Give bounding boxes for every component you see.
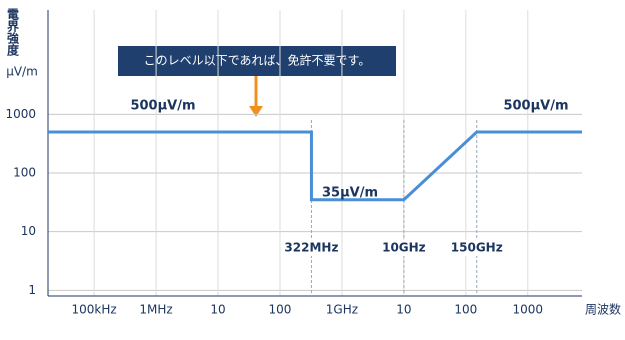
x-tick-label: 10 bbox=[210, 303, 225, 317]
x-tick-label: 100kHz bbox=[72, 303, 117, 317]
x-axis-label: 周波数 bbox=[585, 302, 621, 317]
marker-label: 322MHz bbox=[284, 241, 338, 255]
x-tick-label: 100 bbox=[269, 303, 292, 317]
y-tick-label: 100 bbox=[13, 165, 36, 179]
level-label: 35μV/m bbox=[322, 186, 378, 201]
y-tick-label: 10 bbox=[21, 224, 36, 238]
x-tick-label: 100 bbox=[454, 303, 477, 317]
y-axis-label: 電界強度 bbox=[6, 8, 20, 57]
x-tick-label: 10 bbox=[396, 303, 411, 317]
marker-label: 150GHz bbox=[451, 241, 503, 255]
callout-text: このレベル以下であれば、免許不要です。 bbox=[144, 53, 371, 68]
marker-label-bg bbox=[283, 240, 340, 256]
y-tick-label: 1000 bbox=[5, 107, 36, 121]
level-label: 500μV/m bbox=[503, 99, 568, 114]
x-tick-label: 1GHz bbox=[326, 303, 358, 317]
y-axis-unit: μV/m bbox=[6, 65, 38, 79]
callout-arrow-head bbox=[249, 106, 263, 117]
marker-label: 10GHz bbox=[382, 241, 426, 255]
level-label: 500μV/m bbox=[130, 99, 195, 114]
marker-label-bg bbox=[448, 240, 505, 256]
y-tick-label: 1 bbox=[28, 283, 36, 297]
x-tick-label: 1000 bbox=[513, 303, 544, 317]
x-tick-label: 1MHz bbox=[139, 303, 172, 317]
marker-label-bg bbox=[375, 240, 432, 256]
series-line bbox=[48, 130, 582, 202]
callout-box bbox=[118, 46, 396, 76]
